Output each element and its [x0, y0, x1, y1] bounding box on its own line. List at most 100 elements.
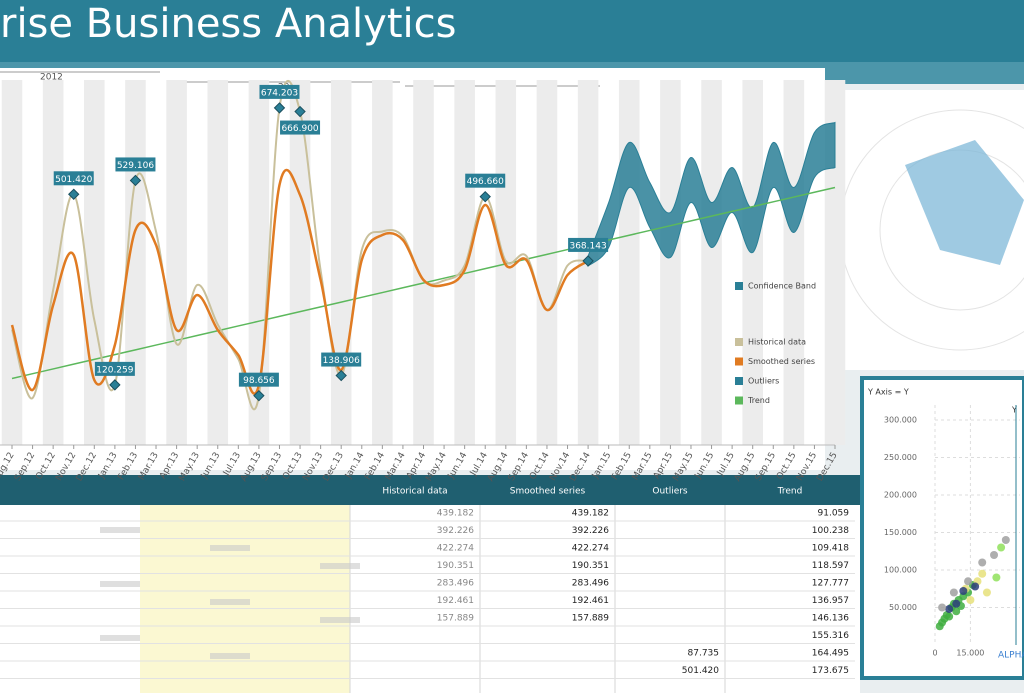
legend-swatch — [735, 357, 743, 366]
data-table: Historical data Smoothed series Outliers Tr… — [0, 487, 855, 693]
year-label: 2012 — [40, 73, 63, 83]
legend-label: Confidence Band — [748, 282, 816, 291]
x-axis-label: ALPHA — [998, 651, 1024, 661]
table-cell: 283.496 — [437, 579, 474, 589]
table-cell: 136.957 — [812, 596, 849, 606]
legend-swatch — [735, 338, 743, 346]
main-chart: Aug.12Sep.12Oct.12Nov.12Dec.12Jan.13Feb.… — [0, 80, 846, 483]
x-tick-label: 15.000 — [956, 649, 984, 658]
outlier-label: 368.143 — [569, 241, 606, 251]
table-header: Historical data — [382, 487, 447, 497]
y-axis-label: Y — [1011, 406, 1017, 415]
outlier-label-box — [115, 157, 156, 172]
table-cell: 192.461 — [572, 596, 609, 606]
main-chart-panel — [0, 68, 825, 470]
column-stripe — [84, 80, 105, 445]
table-cell: 422.274 — [572, 544, 609, 554]
scatter-chart: Y Axis = Y Y ALPHA 50.000 100.000 150.000 200.… — [867, 388, 1024, 661]
column-stripe — [289, 80, 311, 445]
scatter-point — [978, 558, 987, 567]
outlier-label-box — [94, 361, 135, 376]
blurred-cell — [100, 635, 140, 641]
column-stripe — [783, 80, 805, 445]
outlier-label: 529.106 — [117, 161, 154, 171]
outlier-label: 120.259 — [96, 365, 133, 375]
outlier-label-box — [568, 237, 609, 252]
outlier-label: 666.900 — [281, 124, 318, 134]
outlier-marker — [273, 102, 286, 114]
table-header: Outliers — [652, 487, 688, 497]
column-stripe — [372, 80, 393, 445]
blurred-cell — [210, 653, 250, 659]
table-cell: 157.889 — [437, 614, 474, 624]
scatter-point — [949, 588, 958, 597]
blurred-cell — [320, 617, 360, 623]
scatter-point — [938, 603, 947, 612]
outlier-label-box — [280, 120, 321, 135]
table-header-bar — [0, 475, 860, 505]
table-cell: 192.461 — [437, 596, 474, 606]
outlier-marker — [479, 190, 491, 203]
outlier-marker — [129, 174, 142, 187]
series-line — [10, 168, 589, 395]
y-tick-label: 300.000 — [884, 416, 917, 425]
scatter-point — [964, 577, 973, 586]
scatter-point — [971, 582, 980, 591]
column-stripe — [701, 80, 722, 445]
outlier-marker — [68, 188, 80, 200]
column-stripe — [207, 80, 229, 445]
outlier-label: 496.660 — [467, 177, 504, 187]
column-stripe — [330, 80, 352, 445]
outlier-marker — [335, 369, 347, 382]
legend-swatch — [735, 396, 743, 405]
column-stripe — [660, 80, 681, 445]
table-cell: 91.059 — [818, 509, 850, 519]
blurred-cell — [100, 527, 140, 533]
y-tick-label: 200.000 — [884, 491, 917, 500]
table-cell: 283.496 — [572, 579, 609, 589]
column-stripe — [824, 80, 846, 445]
y-tick-label: 100.000 — [884, 566, 917, 575]
scatter-point — [997, 543, 1006, 552]
column-stripe — [536, 80, 558, 445]
legend-swatch — [735, 282, 743, 290]
outlier-label-box — [465, 173, 506, 188]
x-tick-label: 0 — [932, 649, 937, 658]
table-cell: 439.182 — [437, 509, 474, 519]
scatter-point — [952, 607, 961, 616]
confidence-band — [587, 121, 836, 268]
column-stripe — [454, 80, 475, 445]
y-tick-label: 50.000 — [889, 603, 917, 612]
table-cell: 127.777 — [812, 579, 849, 589]
legend-label: Trend — [747, 396, 770, 405]
table-cell: 87.735 — [688, 649, 720, 659]
blurred-cell — [210, 545, 250, 551]
blurred-cell — [320, 563, 360, 569]
outlier-label-box — [53, 171, 94, 186]
column-stripe — [1, 80, 23, 445]
y-tick-label: 250.000 — [884, 453, 917, 462]
scatter-point — [978, 569, 987, 578]
table-cell: 109.418 — [812, 544, 849, 554]
table-cell: 392.226 — [437, 526, 474, 536]
table-cell: 501.420 — [682, 666, 719, 676]
legend-label: Outliers — [748, 377, 779, 386]
outlier-marker — [294, 105, 306, 118]
header-title: rise Business Analytics — [0, 1, 456, 47]
outlier-marker — [253, 389, 265, 402]
table-cell: 392.226 — [572, 526, 609, 536]
column-stripe — [166, 80, 187, 445]
table-header: Smoothed series — [510, 487, 586, 497]
scatter-point — [952, 599, 961, 608]
legend-swatch — [735, 377, 743, 385]
outlier-label: 501.420 — [55, 175, 92, 185]
scatter-point — [1001, 536, 1010, 544]
legend-label: Smoothed series — [748, 357, 815, 366]
series-line — [11, 186, 836, 380]
outlier-label: 98.656 — [243, 376, 275, 386]
scatter-point — [959, 587, 968, 595]
scatter-point — [945, 605, 954, 613]
table-cell: 157.889 — [572, 614, 609, 624]
